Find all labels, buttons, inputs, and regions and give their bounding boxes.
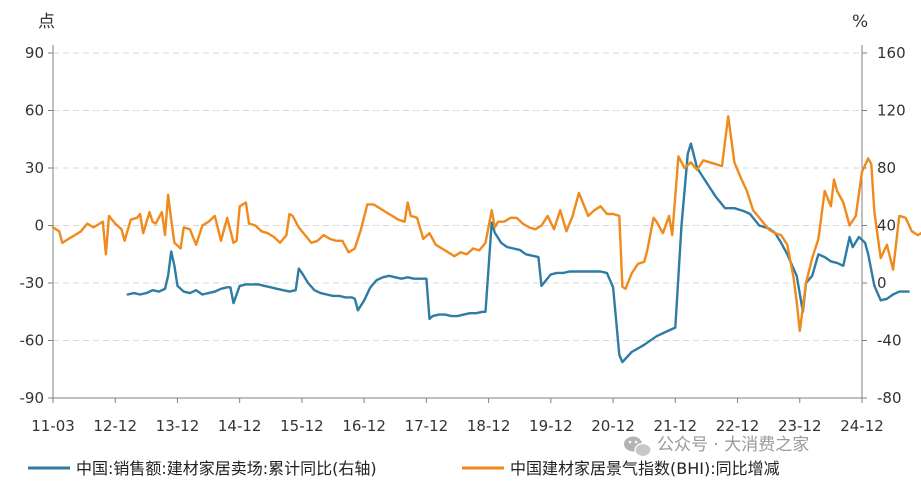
x-tick-label: 24-12 [840,417,884,435]
x-tick-label: 18-12 [467,417,511,435]
x-tick-label: 14-12 [218,417,262,435]
x-tick-label: 12-12 [93,417,137,435]
left-tick-label: 60 [25,102,44,120]
left-tick-label: -30 [20,274,45,292]
x-tick-label: 20-12 [591,417,635,435]
left-tick-label: 30 [25,159,44,177]
right-tick-label: 80 [877,159,896,177]
series-line-2 [51,115,921,333]
axes [48,45,867,403]
axis-units: 点 % [38,12,868,32]
x-tick-label: 21-12 [654,417,698,435]
watermark: 公众号 · 大消费之家 [624,435,809,458]
x-tick-label: 13-12 [156,417,200,435]
legend: 中国:销售额:建材家居卖场:累计同比(右轴) 中国建材家居景气指数(BHI):同比… [28,459,780,478]
x-tick-label: 11-03 [31,417,75,435]
series-layer [51,115,921,364]
gridlines [53,52,862,341]
legend-label-1: 中国:销售额:建材家居卖场:累计同比(右轴) [76,459,377,478]
left-tick-label: -60 [20,332,45,350]
left-tick-label: -90 [20,389,45,407]
right-tick-label: 40 [877,217,896,235]
x-tick-label: 23-12 [778,417,822,435]
x-tick-label: 22-12 [716,417,760,435]
left-axis-unit: 点 [38,12,55,32]
series-line-1 [126,142,910,364]
right-tick-label: 160 [877,44,906,62]
right-tick-label: 120 [877,102,906,120]
watermark-text: 公众号 · 大消费之家 [657,435,809,455]
left-tick-label: 0 [34,217,44,235]
tick-labels: 90 60 30 0 -30 -60 -90 160 120 80 40 0 -40 -80 11-03 12… [20,44,906,435]
x-tick-label: 16-12 [342,417,386,435]
right-tick-label: -80 [877,389,902,407]
left-tick-label: 90 [25,44,44,62]
legend-label-2: 中国建材家居景气指数(BHI):同比增减 [510,459,780,478]
right-tick-label: 0 [877,274,887,292]
x-tick-label: 15-12 [280,417,324,435]
x-tick-label: 17-12 [405,417,449,435]
wechat-icon [624,436,652,458]
right-tick-label: -40 [877,332,902,350]
right-axis-unit: % [852,12,868,32]
x-tick-label: 19-12 [529,417,573,435]
